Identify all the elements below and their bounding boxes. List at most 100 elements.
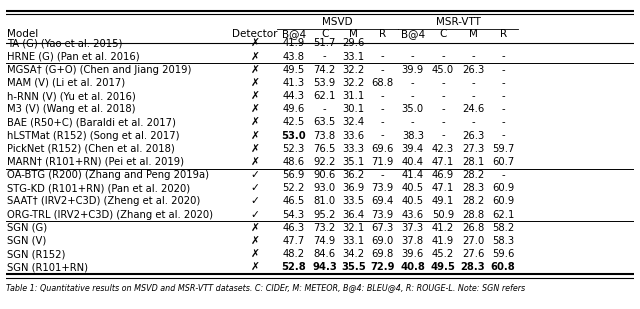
Text: SGN (R101+RN): SGN (R101+RN)	[7, 262, 88, 272]
Text: ✗: ✗	[250, 65, 259, 75]
Text: 27.0: 27.0	[462, 236, 484, 246]
Text: -: -	[501, 52, 505, 61]
Text: 35.1: 35.1	[342, 157, 364, 167]
Text: 76.5: 76.5	[314, 144, 336, 154]
Text: hLSTMat (R152) (Song et al. 2017): hLSTMat (R152) (Song et al. 2017)	[7, 131, 180, 141]
Text: MGSA† (G+O) (Chen and Jiang 2019): MGSA† (G+O) (Chen and Jiang 2019)	[7, 65, 191, 75]
Text: SAAT† (IRV2+C3D) (Zheng et al. 2020): SAAT† (IRV2+C3D) (Zheng et al. 2020)	[7, 197, 200, 206]
Text: ✓: ✓	[250, 183, 259, 193]
Text: 39.9: 39.9	[402, 65, 424, 75]
Text: 46.9: 46.9	[432, 170, 454, 180]
Text: 28.3: 28.3	[462, 183, 484, 193]
Text: ✗: ✗	[250, 38, 259, 49]
Text: 59.6: 59.6	[492, 249, 515, 259]
Text: -: -	[501, 131, 505, 141]
Text: 60.9: 60.9	[492, 183, 515, 193]
Text: -: -	[501, 78, 505, 88]
Text: 74.9: 74.9	[314, 236, 336, 246]
Text: 43.8: 43.8	[283, 52, 305, 61]
Text: 94.3: 94.3	[312, 262, 337, 272]
Text: -: -	[381, 65, 384, 75]
Text: 30.1: 30.1	[342, 104, 364, 114]
Text: M: M	[468, 29, 477, 39]
Text: 48.2: 48.2	[283, 249, 305, 259]
Text: 93.0: 93.0	[314, 183, 336, 193]
Text: 33.1: 33.1	[342, 52, 364, 61]
Text: ✗: ✗	[250, 78, 259, 88]
Text: -: -	[471, 52, 475, 61]
Text: -: -	[501, 117, 505, 127]
Text: B@4: B@4	[401, 29, 425, 39]
Text: 33.3: 33.3	[342, 144, 364, 154]
Text: -: -	[441, 104, 445, 114]
Text: 54.3: 54.3	[283, 210, 305, 220]
Text: -: -	[323, 104, 326, 114]
Text: 28.8: 28.8	[462, 210, 484, 220]
Text: ✓: ✓	[250, 170, 259, 180]
Text: ✗: ✗	[250, 144, 259, 154]
Text: ✓: ✓	[250, 210, 259, 220]
Text: B@4: B@4	[282, 29, 306, 39]
Text: 33.6: 33.6	[342, 131, 364, 141]
Text: -: -	[471, 91, 475, 101]
Text: 74.2: 74.2	[314, 65, 336, 75]
Text: ✓: ✓	[250, 197, 259, 206]
Text: 43.6: 43.6	[402, 210, 424, 220]
Text: 47.1: 47.1	[432, 183, 454, 193]
Text: 69.4: 69.4	[371, 197, 394, 206]
Text: 67.3: 67.3	[371, 223, 394, 233]
Text: 62.1: 62.1	[314, 91, 336, 101]
Text: -: -	[381, 38, 384, 49]
Text: -: -	[441, 117, 445, 127]
Text: 60.8: 60.8	[491, 262, 515, 272]
Text: 49.1: 49.1	[432, 197, 454, 206]
Text: 27.3: 27.3	[462, 144, 484, 154]
Text: -: -	[381, 52, 384, 61]
Text: 69.8: 69.8	[371, 249, 394, 259]
Text: 52.2: 52.2	[282, 183, 305, 193]
Text: -: -	[501, 104, 505, 114]
Text: M3 (V) (Wang et al. 2018): M3 (V) (Wang et al. 2018)	[7, 104, 136, 114]
Text: 41.4: 41.4	[402, 170, 424, 180]
Text: 42.3: 42.3	[432, 144, 454, 154]
Text: C: C	[321, 29, 328, 39]
Text: 68.8: 68.8	[371, 78, 394, 88]
Text: 58.2: 58.2	[492, 223, 515, 233]
Text: SGN (R152): SGN (R152)	[7, 249, 65, 259]
Text: M: M	[349, 29, 358, 39]
Text: 38.3: 38.3	[402, 131, 424, 141]
Text: -: -	[411, 91, 415, 101]
Text: MAM (V) (Li et al. 2017): MAM (V) (Li et al. 2017)	[7, 78, 125, 88]
Text: 41.9: 41.9	[432, 236, 454, 246]
Text: 92.2: 92.2	[314, 157, 336, 167]
Text: 32.4: 32.4	[342, 117, 364, 127]
Text: 40.5: 40.5	[402, 183, 424, 193]
Text: -: -	[501, 65, 505, 75]
Text: 28.3: 28.3	[461, 262, 485, 272]
Text: ✗: ✗	[250, 117, 259, 127]
Text: 27.6: 27.6	[462, 249, 484, 259]
Text: R: R	[379, 29, 386, 39]
Text: 41.3: 41.3	[283, 78, 305, 88]
Text: h-RNN (V) (Yu et al. 2016): h-RNN (V) (Yu et al. 2016)	[7, 91, 136, 101]
Text: ✗: ✗	[250, 157, 259, 167]
Text: TA (G) (Yao et al. 2015): TA (G) (Yao et al. 2015)	[7, 38, 122, 49]
Text: 53.9: 53.9	[314, 78, 336, 88]
Text: 31.1: 31.1	[342, 91, 364, 101]
Text: -: -	[501, 170, 505, 180]
Text: -: -	[381, 117, 384, 127]
Text: 63.5: 63.5	[314, 117, 336, 127]
Text: Model: Model	[7, 29, 38, 39]
Text: 69.0: 69.0	[371, 236, 394, 246]
Text: 42.5: 42.5	[282, 117, 305, 127]
Text: 32.1: 32.1	[342, 223, 364, 233]
Text: ✗: ✗	[250, 52, 259, 61]
Text: 26.3: 26.3	[462, 131, 484, 141]
Text: -: -	[381, 91, 384, 101]
Text: ✗: ✗	[250, 249, 259, 259]
Text: -: -	[323, 52, 326, 61]
Text: ✗: ✗	[250, 104, 259, 114]
Text: SGN (V): SGN (V)	[7, 236, 46, 246]
Text: 59.7: 59.7	[492, 144, 515, 154]
Text: 28.2: 28.2	[462, 170, 484, 180]
